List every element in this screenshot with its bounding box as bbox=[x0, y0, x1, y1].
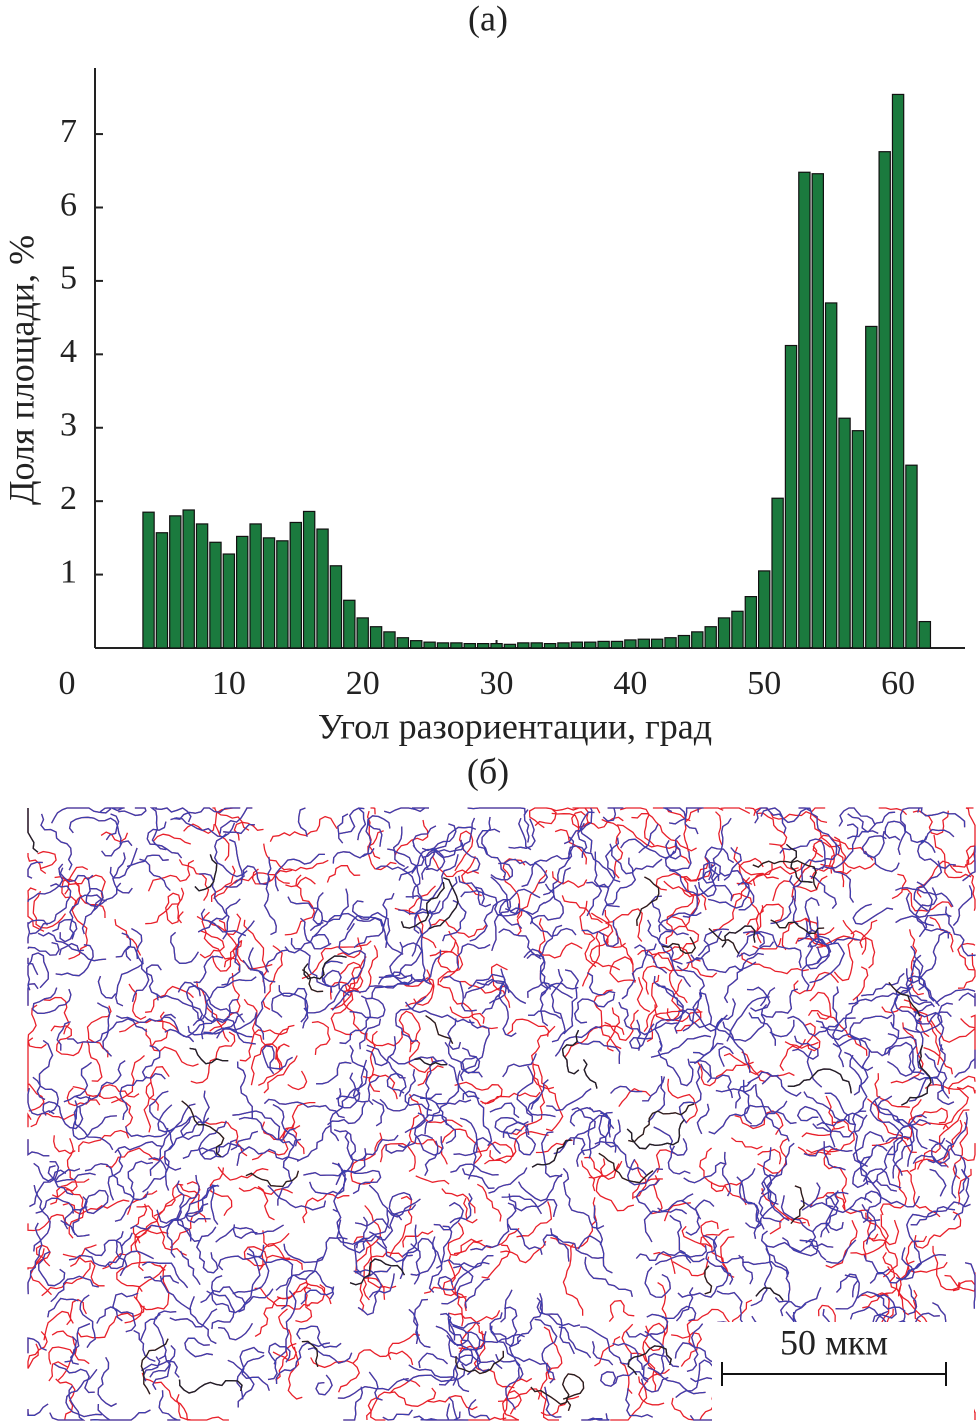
y-tick-label: 4 bbox=[60, 333, 77, 370]
bar bbox=[918, 620, 932, 649]
x-tick-label: 60 bbox=[881, 665, 915, 702]
bar bbox=[356, 617, 369, 649]
bar bbox=[891, 93, 905, 649]
scale-bar-box bbox=[712, 1322, 974, 1422]
bar bbox=[784, 344, 798, 649]
bar bbox=[798, 171, 811, 649]
bar bbox=[236, 535, 249, 649]
x-tick-label: 10 bbox=[212, 665, 246, 702]
bar bbox=[838, 417, 851, 649]
x-tick-label: 40 bbox=[613, 665, 647, 702]
bar bbox=[717, 617, 731, 649]
bar bbox=[905, 464, 918, 649]
scale-bar bbox=[721, 1362, 947, 1386]
micrograph-label: (б) bbox=[467, 751, 509, 791]
bar bbox=[811, 173, 824, 649]
bar bbox=[289, 521, 302, 649]
micrograph bbox=[27, 807, 976, 1421]
bar bbox=[142, 511, 155, 649]
bar bbox=[450, 642, 463, 649]
bar bbox=[517, 642, 530, 649]
y-tick-label: 3 bbox=[60, 407, 77, 444]
bar bbox=[302, 510, 316, 649]
bar bbox=[691, 631, 704, 649]
y-tick-label: 7 bbox=[60, 113, 77, 150]
bar bbox=[771, 497, 784, 649]
bar bbox=[383, 631, 396, 649]
bar bbox=[249, 523, 262, 649]
bar bbox=[664, 637, 677, 649]
bar bbox=[570, 641, 584, 649]
bar bbox=[262, 537, 276, 649]
bar bbox=[677, 634, 691, 649]
bar bbox=[423, 641, 436, 649]
y-tick-label: 1 bbox=[60, 553, 77, 590]
bar bbox=[396, 637, 410, 649]
bar bbox=[410, 640, 423, 649]
bar bbox=[758, 570, 771, 649]
bar bbox=[744, 596, 758, 649]
y-tick-label: 5 bbox=[60, 260, 77, 297]
bar bbox=[436, 642, 450, 649]
bar bbox=[490, 642, 503, 649]
bar bbox=[343, 599, 356, 649]
bar bbox=[329, 565, 343, 649]
bar bbox=[503, 643, 517, 649]
bar bbox=[182, 509, 195, 649]
bar bbox=[463, 642, 476, 649]
bar bbox=[316, 528, 329, 649]
x-tick-label: 0 bbox=[59, 665, 76, 702]
y-tick-label: 6 bbox=[60, 186, 77, 223]
bar bbox=[637, 638, 650, 649]
bar bbox=[597, 640, 610, 649]
y-axis-label: Доля площади, % bbox=[1, 235, 41, 505]
bar bbox=[530, 642, 543, 649]
bar bbox=[222, 553, 236, 649]
bar bbox=[851, 430, 865, 649]
bar bbox=[624, 639, 637, 649]
bar bbox=[543, 642, 557, 649]
x-tick-label: 30 bbox=[480, 665, 514, 702]
bar bbox=[276, 540, 289, 649]
bar bbox=[155, 532, 169, 649]
x-axis-label: Угол разориентации, град bbox=[318, 706, 712, 746]
bar bbox=[704, 626, 717, 649]
bar bbox=[610, 640, 624, 649]
bar bbox=[195, 523, 209, 649]
bar bbox=[557, 642, 570, 649]
bar bbox=[476, 642, 490, 649]
bar bbox=[824, 302, 838, 649]
x-tick-label: 20 bbox=[346, 665, 380, 702]
bar bbox=[878, 151, 891, 649]
bar bbox=[865, 325, 878, 649]
bar bbox=[731, 610, 744, 649]
bar bbox=[209, 541, 222, 649]
bar bbox=[650, 638, 664, 649]
x-tick-label: 50 bbox=[747, 665, 781, 702]
scale-bar-label: 50 мкм bbox=[780, 1322, 888, 1362]
bar bbox=[369, 626, 383, 649]
chart-title: (а) bbox=[468, 0, 508, 38]
y-tick-label: 2 bbox=[60, 480, 77, 517]
bar bbox=[169, 515, 182, 649]
bar bbox=[584, 641, 597, 649]
